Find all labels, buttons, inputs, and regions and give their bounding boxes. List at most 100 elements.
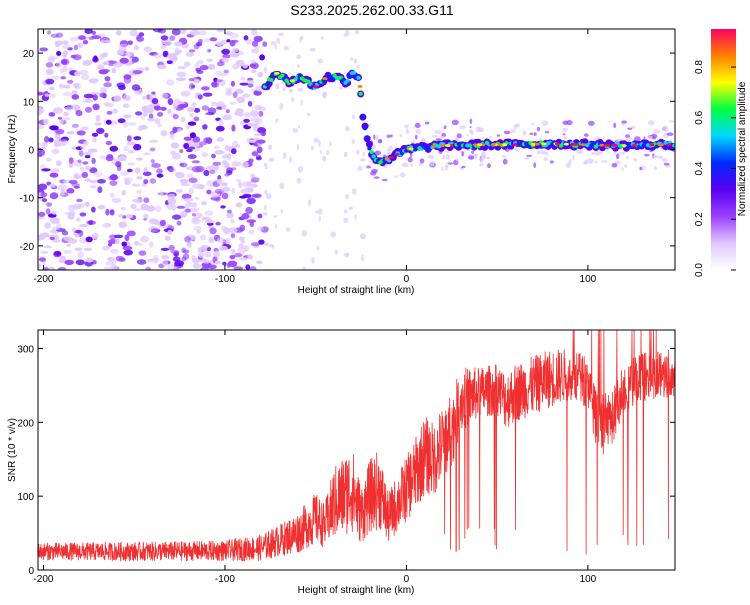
signal-peak bbox=[289, 79, 295, 82]
noise-blob bbox=[600, 160, 608, 163]
noise-blob bbox=[49, 192, 59, 200]
noise-blob bbox=[38, 183, 48, 191]
noise-blob bbox=[157, 123, 163, 128]
noise-blob bbox=[351, 188, 357, 195]
noise-blob bbox=[108, 242, 113, 247]
noise-blob bbox=[133, 207, 142, 211]
noise-blob bbox=[208, 236, 215, 244]
noise-blob bbox=[230, 249, 236, 253]
noise-blob bbox=[79, 70, 89, 75]
noise-blob bbox=[133, 198, 144, 204]
signal-blob bbox=[365, 135, 370, 140]
noise-blob bbox=[54, 251, 62, 256]
noise-blob bbox=[459, 125, 466, 130]
noise-blob bbox=[51, 210, 57, 215]
noise-blob bbox=[263, 66, 267, 74]
noise-blob bbox=[134, 44, 139, 51]
noise-blob bbox=[49, 183, 56, 188]
noise-blob bbox=[188, 82, 195, 90]
snr-line bbox=[37, 329, 676, 562]
noise-blob bbox=[76, 198, 83, 203]
noise-blob bbox=[236, 96, 246, 104]
noise-blob bbox=[487, 163, 491, 169]
noise-blob bbox=[204, 210, 214, 216]
colorbar-gradient bbox=[711, 29, 736, 270]
noise-blob bbox=[109, 209, 115, 216]
x-tick-label: -100 bbox=[215, 574, 235, 585]
signal-peak bbox=[502, 143, 508, 147]
noise-blob bbox=[346, 252, 350, 258]
noise-blob bbox=[280, 208, 283, 214]
noise-blob bbox=[134, 167, 141, 175]
signal-peak bbox=[632, 144, 638, 147]
noise-blob bbox=[168, 244, 175, 251]
noise-blob bbox=[343, 151, 348, 158]
noise-blob bbox=[47, 56, 56, 63]
noise-blob bbox=[440, 136, 445, 139]
noise-blob bbox=[367, 123, 371, 128]
noise-blob bbox=[221, 192, 229, 200]
spectrogram-xlabel: Height of straight line (km) bbox=[298, 285, 415, 296]
y-tick-label: 10 bbox=[23, 97, 35, 108]
noise-blob bbox=[132, 56, 139, 63]
noise-blob bbox=[368, 160, 372, 163]
noise-blob bbox=[127, 40, 133, 46]
noise-blob bbox=[258, 106, 267, 111]
signal-peak bbox=[649, 143, 655, 147]
signal-peak bbox=[658, 143, 664, 147]
noise-blob bbox=[366, 165, 371, 169]
signal-peak bbox=[445, 144, 450, 147]
noise-blob bbox=[443, 125, 447, 130]
noise-blob bbox=[434, 130, 440, 134]
noise-blob bbox=[51, 148, 60, 155]
noise-blob bbox=[226, 212, 234, 219]
noise-blob bbox=[235, 108, 244, 114]
noise-blob bbox=[239, 82, 249, 86]
noise-blob bbox=[85, 236, 93, 243]
noise-blob bbox=[102, 222, 111, 229]
signal-blob bbox=[358, 91, 363, 96]
noise-blob bbox=[187, 121, 197, 126]
noise-blob bbox=[326, 149, 330, 156]
noise-blob bbox=[180, 90, 191, 97]
y-tick-label: 300 bbox=[17, 344, 34, 355]
noise-blob bbox=[189, 29, 200, 36]
noise-blob bbox=[149, 218, 158, 225]
noise-blob bbox=[160, 92, 169, 99]
noise-blob bbox=[533, 162, 537, 169]
noise-blob bbox=[131, 84, 141, 91]
noise-blob bbox=[51, 75, 60, 80]
noise-blob bbox=[247, 122, 256, 127]
noise-blob bbox=[289, 155, 293, 163]
noise-blob bbox=[126, 141, 136, 146]
noise-blob bbox=[351, 115, 355, 119]
noise-blob bbox=[57, 267, 67, 270]
noise-blob bbox=[410, 163, 414, 168]
noise-blob bbox=[43, 118, 49, 125]
noise-blob bbox=[189, 113, 194, 118]
noise-blob bbox=[175, 189, 183, 193]
noise-blob bbox=[148, 139, 159, 143]
signal-blob bbox=[269, 78, 274, 82]
noise-blob bbox=[524, 156, 529, 160]
snr-ylabel: SNR (10 * v/v) bbox=[7, 418, 18, 482]
noise-blob bbox=[116, 49, 125, 56]
noise-blob bbox=[206, 58, 214, 63]
noise-blob bbox=[143, 152, 151, 156]
noise-blob bbox=[259, 54, 265, 61]
noise-blob bbox=[77, 42, 84, 48]
noise-blob bbox=[271, 245, 275, 249]
noise-blob bbox=[172, 113, 179, 120]
noise-blob bbox=[102, 61, 110, 66]
noise-blob bbox=[257, 71, 264, 78]
noise-blob bbox=[427, 154, 435, 160]
noise-blob bbox=[456, 133, 462, 139]
noise-blob bbox=[407, 157, 413, 163]
noise-blob bbox=[225, 87, 233, 93]
noise-blob bbox=[176, 71, 187, 77]
noise-blob bbox=[96, 127, 105, 134]
noise-blob bbox=[565, 162, 571, 168]
noise-blob bbox=[71, 94, 80, 100]
noise-blob bbox=[621, 167, 624, 171]
noise-blob bbox=[222, 261, 227, 266]
